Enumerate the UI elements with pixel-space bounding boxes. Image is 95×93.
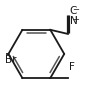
Text: C: C (70, 6, 77, 16)
Text: −: − (73, 5, 80, 14)
Text: +: + (73, 15, 80, 24)
Text: F: F (69, 62, 75, 72)
Text: Br: Br (5, 55, 16, 65)
Text: N: N (70, 16, 78, 26)
